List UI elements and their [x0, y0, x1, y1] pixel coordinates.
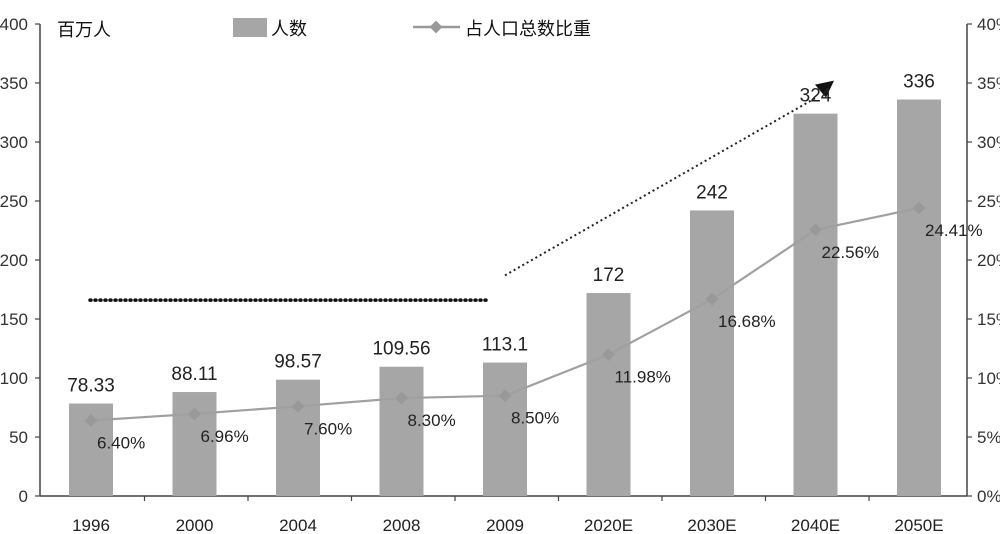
x-tick-label: 2030E [687, 516, 736, 534]
x-tick-label: 2020E [584, 516, 633, 534]
line-point [291, 399, 305, 413]
line-value-label: 8.30% [408, 411, 456, 430]
x-tick-label: 2040E [791, 516, 840, 534]
bar-value-label: 324 [800, 86, 832, 107]
bar-value-label: 172 [593, 265, 625, 286]
line-value-label: 16.68% [718, 312, 776, 331]
bar [276, 379, 320, 496]
bar-value-label: 242 [696, 182, 728, 203]
data-labels: 78.33 88.11 98.57 109.56 113.1 172 242 324 336 6.… [67, 72, 982, 453]
bar-series [69, 99, 941, 497]
x-tick-label: 2008 [383, 516, 421, 534]
bar [483, 362, 527, 496]
x-tick-label: 1996 [72, 516, 110, 534]
y-right-tick-label: 20% [977, 251, 1000, 270]
y-left-tick-label: 50 [9, 428, 28, 447]
arrow-head-icon [815, 80, 834, 98]
y-left-tick-label: 400 [0, 15, 28, 34]
bar [897, 99, 941, 497]
x-tick-label: 2004 [279, 516, 317, 534]
legend: 百万人 人数 占人口总数比重 [57, 18, 591, 41]
legend-label-bars: 人数 [271, 19, 307, 40]
unit-label: 百万人 [57, 20, 111, 41]
line-point [498, 389, 512, 403]
x-tick-label: 2050E [894, 516, 943, 534]
y-right-tick-label: 30% [977, 133, 1000, 152]
bar-value-label: 109.56 [372, 339, 430, 360]
y-right-tick-label: 0% [977, 487, 1000, 506]
y-right-tick-label: 10% [977, 369, 1000, 388]
y-right-tick-label: 5% [977, 428, 1000, 447]
y-left-tick-label: 200 [0, 251, 28, 270]
line-value-label: 6.40% [97, 433, 145, 452]
line-value-label: 24.41% [925, 221, 983, 240]
line-point [395, 391, 408, 405]
rising-trend-dotted-line [504, 96, 818, 277]
line-value-label: 22.56% [822, 243, 880, 262]
legend-swatch-bars [233, 18, 267, 37]
legend-label-line: 占人口总数比重 [465, 19, 591, 40]
y-right-tick-label: 25% [977, 192, 1000, 211]
line-point [84, 414, 98, 427]
x-tick-label: 2000 [176, 516, 214, 534]
line-value-label: 7.60% [304, 419, 352, 438]
y-right-tick-label: 35% [977, 74, 1000, 93]
y-left-tick-label: 250 [0, 192, 28, 211]
bar-value-label: 98.57 [274, 352, 322, 373]
bar-value-label: 78.33 [67, 376, 115, 397]
y-left-tick-label: 100 [0, 369, 28, 388]
y-right-tick-label: 15% [977, 310, 1000, 329]
bar [690, 210, 734, 496]
bar [379, 366, 424, 496]
line-value-label: 8.50% [511, 409, 559, 428]
bar-value-label: 88.11 [171, 364, 217, 385]
line-value-label: 6.96% [201, 427, 249, 446]
y-left-tick-label: 0 [19, 487, 28, 506]
y-right-tick-label: 40% [977, 15, 1000, 34]
legend-marker-diamond [429, 20, 443, 34]
y-left-tick-label: 150 [0, 310, 28, 329]
axes: 0 50 100 150 200 250 300 350 400 0% 5% 10% 15% 20% 25%… [0, 15, 1000, 534]
bar [586, 293, 631, 496]
x-tick-label: 2009 [486, 516, 524, 534]
y-left-tick-label: 300 [0, 133, 28, 152]
y-left-tick-label: 350 [0, 74, 28, 93]
annotations [88, 80, 834, 302]
bar [793, 113, 838, 497]
bar-value-label: 113.1 [482, 335, 528, 356]
line-point [188, 407, 201, 421]
line-value-label: 11.98% [615, 368, 671, 387]
bar-value-label: 336 [903, 72, 935, 93]
